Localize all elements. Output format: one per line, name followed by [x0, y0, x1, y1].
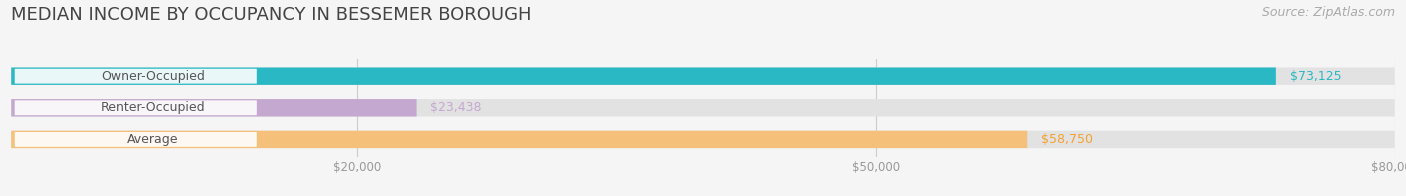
Text: $58,750: $58,750 [1040, 133, 1092, 146]
FancyBboxPatch shape [14, 69, 257, 84]
FancyBboxPatch shape [11, 67, 1395, 85]
FancyBboxPatch shape [11, 131, 1028, 148]
FancyBboxPatch shape [11, 99, 416, 116]
FancyBboxPatch shape [14, 132, 257, 147]
FancyBboxPatch shape [11, 99, 1395, 116]
Text: Source: ZipAtlas.com: Source: ZipAtlas.com [1261, 6, 1395, 19]
Text: $73,125: $73,125 [1289, 70, 1341, 83]
Text: $23,438: $23,438 [430, 101, 482, 114]
Text: Renter-Occupied: Renter-Occupied [101, 101, 205, 114]
FancyBboxPatch shape [14, 100, 257, 115]
Text: Average: Average [128, 133, 179, 146]
FancyBboxPatch shape [11, 67, 1275, 85]
FancyBboxPatch shape [11, 131, 1395, 148]
Text: MEDIAN INCOME BY OCCUPANCY IN BESSEMER BOROUGH: MEDIAN INCOME BY OCCUPANCY IN BESSEMER B… [11, 6, 531, 24]
Text: Owner-Occupied: Owner-Occupied [101, 70, 205, 83]
